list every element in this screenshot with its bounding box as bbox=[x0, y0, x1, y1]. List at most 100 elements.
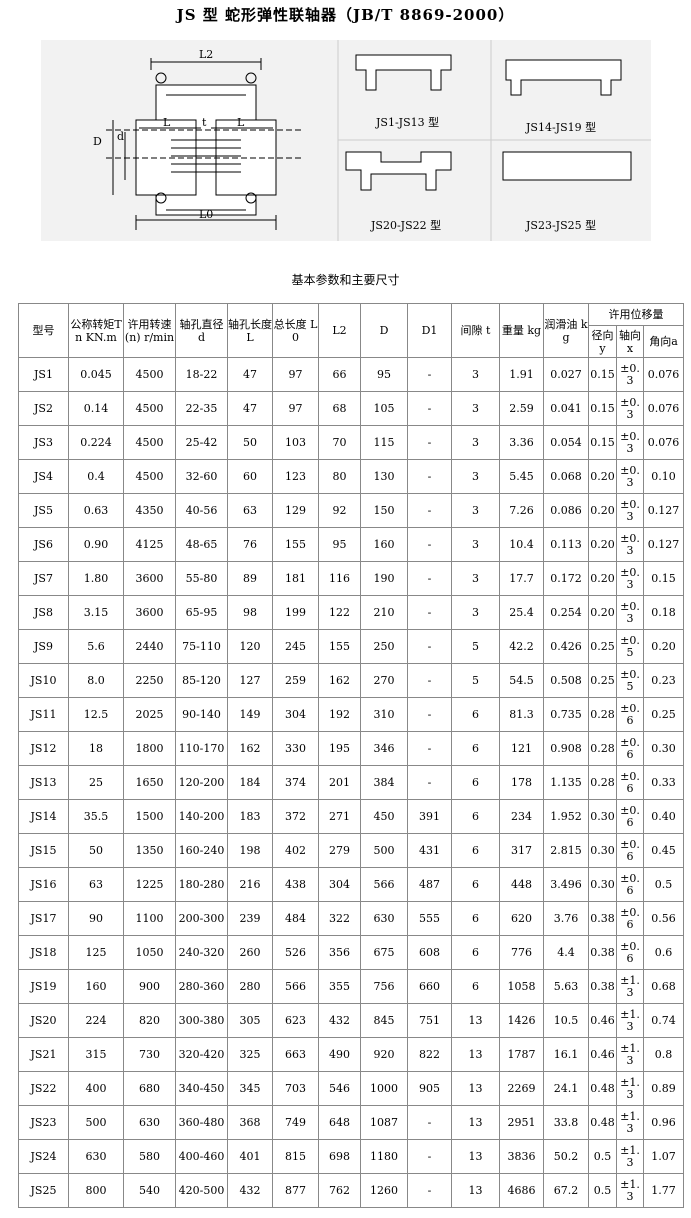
table-cell: 401 bbox=[227, 1139, 273, 1174]
table-cell: ±0.6 bbox=[616, 935, 644, 970]
table-cell: - bbox=[407, 391, 452, 426]
table-cell: - bbox=[407, 731, 452, 766]
table-cell: 125 bbox=[68, 935, 124, 970]
table-cell: 259 bbox=[272, 663, 319, 698]
table-cell: 1225 bbox=[123, 867, 176, 902]
table-cell: 81.3 bbox=[499, 697, 544, 732]
column-header: D1 bbox=[407, 303, 452, 358]
table-cell: - bbox=[407, 629, 452, 664]
table-cell: 89 bbox=[227, 561, 273, 596]
table-cell: 47 bbox=[227, 357, 273, 392]
table-cell: 1100 bbox=[123, 901, 176, 936]
data-row: JS17 90 1100 200-300 239 484 322 630 555 6 620 3.76… bbox=[18, 901, 684, 936]
table-cell: 4500 bbox=[123, 425, 176, 460]
table-cell: 0.74 bbox=[643, 1003, 684, 1038]
table-cell: 0.054 bbox=[543, 425, 589, 460]
table-cell: 95 bbox=[360, 357, 408, 392]
table-cell: ±0.3 bbox=[616, 561, 644, 596]
table-cell: 5 bbox=[451, 629, 500, 664]
table-cell: 22-35 bbox=[175, 391, 228, 426]
table-cell: 0.30 bbox=[588, 799, 617, 834]
table-cell: 0.8 bbox=[643, 1037, 684, 1072]
table-cell: JS21 bbox=[18, 1037, 69, 1072]
column-header: 轴向x bbox=[616, 325, 644, 358]
table-cell: JS19 bbox=[18, 969, 69, 1004]
table-cell: 304 bbox=[318, 867, 361, 902]
diagram: L2 D d L t L L0 JS1-JS13 型 JS14-JS19 型 J… bbox=[41, 40, 651, 241]
table-cell: 190 bbox=[360, 561, 408, 596]
table-cell: 0.28 bbox=[588, 697, 617, 732]
table-cell: 526 bbox=[272, 935, 319, 970]
dim-label: L0 bbox=[199, 208, 213, 221]
table-cell: 90-140 bbox=[175, 697, 228, 732]
table-cell: JS11 bbox=[18, 697, 69, 732]
table-cell: 877 bbox=[272, 1173, 319, 1208]
table-cell: 776 bbox=[499, 935, 544, 970]
table-cell: ±1.3 bbox=[616, 1071, 644, 1106]
table-cell: 68 bbox=[318, 391, 361, 426]
dim-label: D bbox=[93, 135, 102, 148]
spec-table: 型号 公称转矩Tn KN.m 许用转速(n) r/min 轴孔直径 d 轴孔长度 L 总长… bbox=[18, 303, 684, 1208]
table-cell: JS6 bbox=[18, 527, 69, 562]
table-cell: JS16 bbox=[18, 867, 69, 902]
table-cell: 0.735 bbox=[543, 697, 589, 732]
table-cell: - bbox=[407, 1173, 452, 1208]
column-header: 许用转速(n) r/min bbox=[123, 303, 176, 358]
table-cell: 448 bbox=[499, 867, 544, 902]
table-cell: 47 bbox=[227, 391, 273, 426]
table-cell: 40-56 bbox=[175, 493, 228, 528]
variant-label: JS20-JS22 型 bbox=[370, 218, 441, 232]
table-cell: 546 bbox=[318, 1071, 361, 1106]
table-cell: 356 bbox=[318, 935, 361, 970]
table-cell: 6 bbox=[451, 901, 500, 936]
table-cell: 18-22 bbox=[175, 357, 228, 392]
table-cell: 6 bbox=[451, 799, 500, 834]
table-cell: 2025 bbox=[123, 697, 176, 732]
table-cell: 240-320 bbox=[175, 935, 228, 970]
table-cell: 432 bbox=[318, 1003, 361, 1038]
table-cell: 103 bbox=[272, 425, 319, 460]
table-cell: 630 bbox=[123, 1105, 176, 1140]
table-cell: 155 bbox=[272, 527, 319, 562]
table-cell: 0.20 bbox=[588, 561, 617, 596]
variant-shapes bbox=[345, 54, 632, 191]
table-cell: 13 bbox=[451, 1071, 500, 1106]
table-cell: 1058 bbox=[499, 969, 544, 1004]
dim-label: L bbox=[163, 116, 171, 129]
table-cell: ±0.3 bbox=[616, 493, 644, 528]
table-cell: 0.127 bbox=[643, 527, 684, 562]
table-cell: 3 bbox=[451, 459, 500, 494]
column-header: D bbox=[360, 303, 408, 358]
table-cell: ±0.6 bbox=[616, 731, 644, 766]
table-cell: 0.89 bbox=[643, 1071, 684, 1106]
table-cell: 749 bbox=[272, 1105, 319, 1140]
table-cell: 3 bbox=[451, 493, 500, 528]
table-cell: 7.26 bbox=[499, 493, 544, 528]
table-cell: 663 bbox=[272, 1037, 319, 1072]
table-cell: 1350 bbox=[123, 833, 176, 868]
table-cell: 4500 bbox=[123, 459, 176, 494]
column-header: L2 bbox=[318, 303, 361, 358]
table-cell: 0.90 bbox=[68, 527, 124, 562]
table-cell: 484 bbox=[272, 901, 319, 936]
table-cell: 3 bbox=[451, 391, 500, 426]
table-cell: 0.20 bbox=[588, 527, 617, 562]
table-cell: - bbox=[407, 595, 452, 630]
table-cell: 280-360 bbox=[175, 969, 228, 1004]
data-row: JS11 12.5 2025 90-140 149 304 192 310-6 81.3 0.73… bbox=[18, 697, 684, 732]
table-cell: 50 bbox=[68, 833, 124, 868]
table-cell: 0.20 bbox=[588, 493, 617, 528]
table-cell: 1050 bbox=[123, 935, 176, 970]
table-cell: 317 bbox=[499, 833, 544, 868]
table-cell: 0.33 bbox=[643, 765, 684, 800]
table-cell: 140-200 bbox=[175, 799, 228, 834]
table-cell: 360-480 bbox=[175, 1105, 228, 1140]
table-cell: ±0.3 bbox=[616, 425, 644, 460]
table-cell: 0.113 bbox=[543, 527, 589, 562]
table-cell: 13 bbox=[451, 1003, 500, 1038]
table-cell: ±1.3 bbox=[616, 1003, 644, 1038]
table-cell: 487 bbox=[407, 867, 452, 902]
table-cell: 10.5 bbox=[543, 1003, 589, 1038]
table-cell: 680 bbox=[123, 1071, 176, 1106]
table-cell: JS12 bbox=[18, 731, 69, 766]
